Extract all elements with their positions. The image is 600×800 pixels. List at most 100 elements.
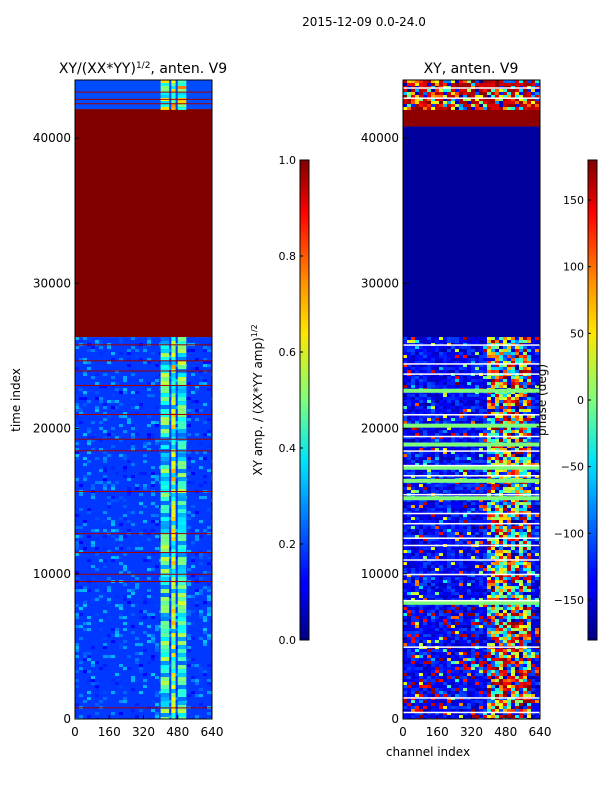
heatmap-cell [523,463,527,467]
heatmap-cell [111,358,115,362]
heatmap-cell [479,520,483,524]
heatmap-cell [455,367,459,371]
heatmap-cell [519,565,523,569]
heatmap-cell [75,448,79,452]
heatmap-cell [191,610,195,614]
heatmap-cell [99,592,103,596]
heatmap-cell [527,412,531,416]
heatmap-cell [411,370,415,374]
heatmap-cell [531,490,535,494]
heatmap-cell [115,634,119,638]
heatmap-cell [131,397,135,401]
heatmap-cell [503,511,507,515]
bright-channel-cell [160,361,170,366]
heatmap-cell [467,571,471,575]
heatmap-cell [471,568,475,572]
heatmap-cell [459,433,463,437]
heatmap-cell [535,622,539,626]
bright-channel-cell [177,693,187,698]
heatmap-cell [531,616,535,620]
heatmap-cell [139,709,143,713]
heatmap-cell [431,499,435,503]
heatmap-cell [103,430,107,434]
heatmap-cell [499,490,503,494]
heatmap-cell [119,712,123,716]
heatmap-cell [535,508,539,512]
bright-channel-cell [177,389,187,394]
heatmap-cell [455,634,459,638]
heatmap-cell [451,523,455,527]
heatmap-cell [515,412,519,416]
heatmap-cell [507,364,511,368]
heatmap-cell [459,385,463,389]
heatmap-cell [471,613,475,617]
heatmap-cell [523,394,527,398]
heatmap-cell [479,364,483,368]
heatmap-cell [419,616,423,620]
heatmap-cell [495,565,499,569]
bright-channel-cell [177,405,187,410]
heatmap-cell [431,421,435,425]
heatmap-cell [427,397,431,401]
heatmap-cell [443,358,447,362]
heatmap-cell [443,451,447,455]
heatmap-cell [431,637,435,641]
heatmap-cell [443,418,447,422]
heatmap-cell [463,367,467,371]
heatmap-cell [431,484,435,488]
heatmap-cell [75,553,79,557]
heatmap-cell [123,385,127,389]
heatmap-cell [411,622,415,626]
heatmap-cell [511,595,515,599]
heatmap-cell [79,550,83,554]
heatmap-cell [467,508,471,512]
heatmap-cell [423,484,427,488]
heatmap-cell [99,427,103,431]
heatmap-cell [403,565,407,569]
heatmap-cell [487,469,491,473]
heatmap-cell [439,433,443,437]
heatmap-cell [499,517,503,521]
heatmap-cell [519,418,523,422]
heatmap-cell [427,445,431,449]
heatmap-cell [175,502,179,506]
heatmap-cell [455,508,459,512]
heatmap-cell [187,415,191,419]
heatmap-cell [475,433,479,437]
heatmap-cell [507,379,511,383]
bright-channel-cell [171,341,176,346]
heatmap-cell [115,556,119,560]
heatmap-cell [471,412,475,416]
heatmap-cell [447,409,451,413]
heatmap-cell [491,511,495,515]
heatmap-cell [503,604,507,608]
bright-channel-cell [177,517,187,522]
heatmap-cell [435,553,439,557]
heatmap-cell [515,598,519,602]
heatmap-cell [483,541,487,545]
heatmap-cell [463,448,467,452]
heatmap-cell [523,421,527,425]
heatmap-cell [467,589,471,593]
heatmap-cell [519,352,523,356]
heatmap-cell [479,397,483,401]
heatmap-cell [75,409,79,413]
heatmap-cell [191,541,195,545]
heatmap-cell [455,631,459,635]
heatmap-cell [519,532,523,536]
heatmap-cell [151,700,155,704]
heatmap-cell [499,589,503,593]
heatmap-cell [479,433,483,437]
heatmap-cell [523,553,527,557]
heatmap-cell [115,673,119,677]
heatmap-cell [455,532,459,536]
heatmap-cell [455,439,459,443]
heatmap-cell [199,457,203,461]
heatmap-cell [479,445,483,449]
heatmap-cell [407,565,411,569]
heatmap-cell [479,367,483,371]
heatmap-cell [407,352,411,356]
heatmap-cell [471,361,475,365]
heatmap-cell [403,403,407,407]
heatmap-cell [95,373,99,377]
